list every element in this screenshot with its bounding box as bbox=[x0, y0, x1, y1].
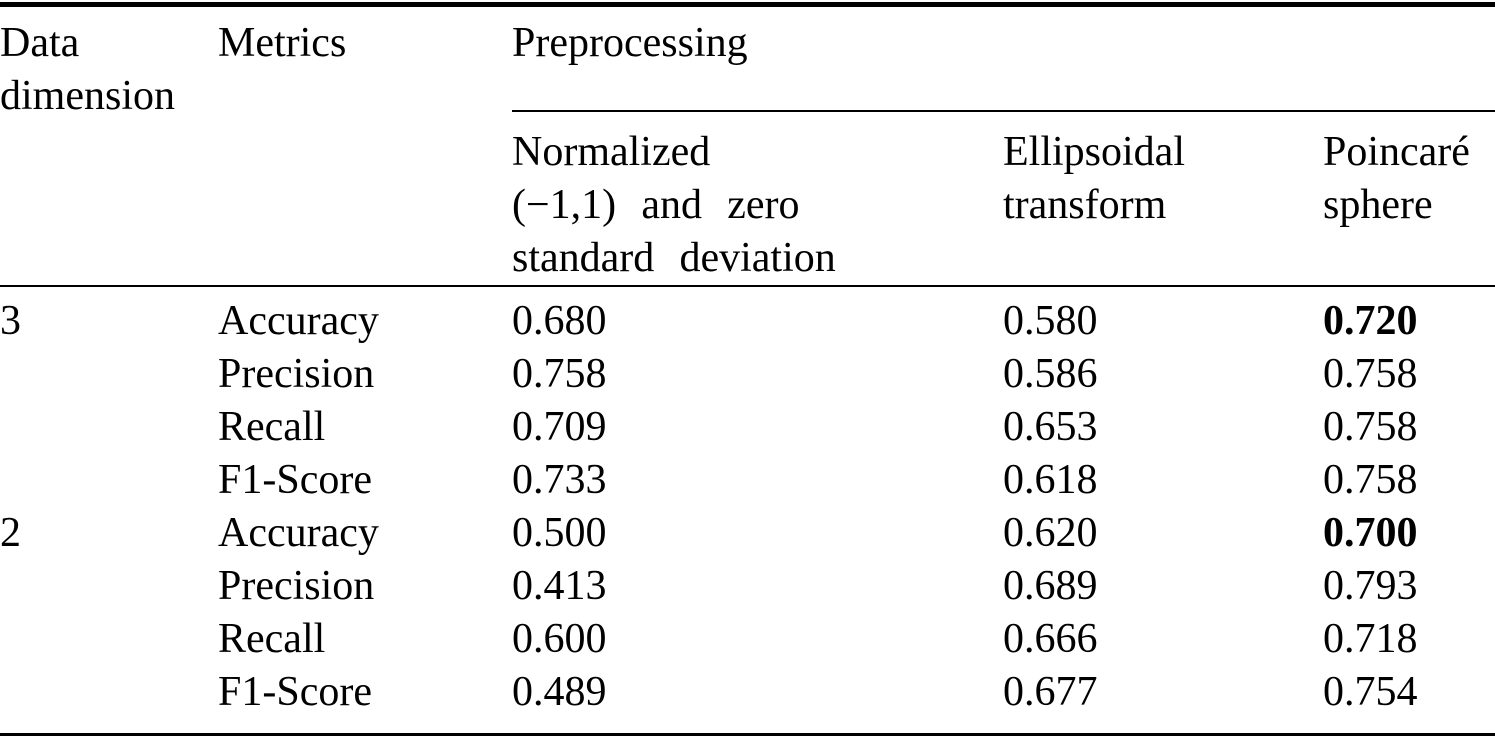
cell-poincare-value: 0.758 bbox=[1323, 350, 1418, 397]
table-row: 2 Accuracy 0.500 0.620 0.700 bbox=[0, 507, 1495, 560]
cell-poincare-value: 0.754 bbox=[1323, 668, 1418, 715]
cell-data-dimension bbox=[0, 454, 215, 507]
cell-poincare-value: 0.718 bbox=[1323, 615, 1418, 662]
cell-normalized-value: 0.600 bbox=[512, 615, 607, 662]
cell-poincare-value: 0.758 bbox=[1323, 403, 1418, 450]
table-row: F1-Score 0.733 0.618 0.758 bbox=[0, 454, 1495, 507]
table-header-row-sub: Normalized (−1,1) and zero standard devi… bbox=[0, 110, 1495, 287]
cell-metric: Accuracy bbox=[218, 509, 379, 556]
cell-data-dimension bbox=[0, 560, 215, 613]
table-row: 3 Accuracy 0.680 0.580 0.720 bbox=[0, 286, 1495, 348]
cell-metric: F1-Score bbox=[218, 668, 372, 715]
cell-ellipsoidal-value: 0.620 bbox=[1003, 509, 1098, 556]
table-row: Recall 0.600 0.666 0.718 bbox=[0, 613, 1495, 666]
cell-normalized-value: 0.709 bbox=[512, 403, 607, 450]
cell-ellipsoidal-value: 0.689 bbox=[1003, 562, 1098, 609]
cell-poincare-value: 0.720 bbox=[1323, 297, 1418, 344]
cell-metric: Precision bbox=[218, 350, 375, 397]
table-row: Precision 0.413 0.689 0.793 bbox=[0, 560, 1495, 613]
cell-data-dimension: 2 bbox=[0, 509, 21, 556]
column-header-data-dimension: Data dimension bbox=[0, 4, 215, 287]
table-row: Precision 0.758 0.586 0.758 bbox=[0, 348, 1495, 401]
cell-metric: Recall bbox=[218, 403, 326, 450]
table-row: F1-Score 0.489 0.677 0.754 bbox=[0, 666, 1495, 735]
cell-data-dimension: 3 bbox=[0, 297, 21, 344]
column-header-poincare: Poincaré sphere bbox=[1323, 110, 1495, 287]
cell-poincare-value: 0.793 bbox=[1323, 562, 1418, 609]
cell-normalized-value: 0.733 bbox=[512, 456, 607, 503]
cell-normalized-value: 0.489 bbox=[512, 668, 607, 715]
cell-ellipsoidal-value: 0.580 bbox=[1003, 297, 1098, 344]
cell-ellipsoidal-value: 0.677 bbox=[1003, 668, 1098, 715]
cell-normalized-value: 0.500 bbox=[512, 509, 607, 556]
cell-ellipsoidal-value: 0.666 bbox=[1003, 615, 1098, 662]
cell-metric: Precision bbox=[218, 562, 375, 609]
table-row: Recall 0.709 0.653 0.758 bbox=[0, 401, 1495, 454]
column-header-ellipsoidal: Ellipsoidal transform bbox=[1000, 110, 1323, 287]
cell-normalized-value: 0.758 bbox=[512, 350, 607, 397]
cell-data-dimension bbox=[0, 613, 215, 666]
cell-ellipsoidal-value: 0.586 bbox=[1003, 350, 1098, 397]
cell-data-dimension bbox=[0, 666, 215, 735]
cell-poincare-value: 0.758 bbox=[1323, 456, 1418, 503]
cell-data-dimension bbox=[0, 348, 215, 401]
cell-normalized-value: 0.413 bbox=[512, 562, 607, 609]
column-group-header-preprocessing: Preprocessing bbox=[512, 4, 1495, 112]
cell-data-dimension bbox=[0, 401, 215, 454]
cell-metric: Accuracy bbox=[218, 297, 379, 344]
column-header-metrics: Metrics bbox=[215, 4, 512, 287]
cell-ellipsoidal-value: 0.618 bbox=[1003, 456, 1098, 503]
column-header-normalized: Normalized (−1,1) and zero standard devi… bbox=[512, 110, 1000, 287]
cell-metric: F1-Score bbox=[218, 456, 372, 503]
cell-normalized-value: 0.680 bbox=[512, 297, 607, 344]
table-header-row-top: Data dimension Metrics Preprocessing bbox=[0, 4, 1495, 287]
cell-poincare-value: 0.700 bbox=[1323, 509, 1418, 556]
cell-ellipsoidal-value: 0.653 bbox=[1003, 403, 1098, 450]
cell-metric: Recall bbox=[218, 615, 326, 662]
